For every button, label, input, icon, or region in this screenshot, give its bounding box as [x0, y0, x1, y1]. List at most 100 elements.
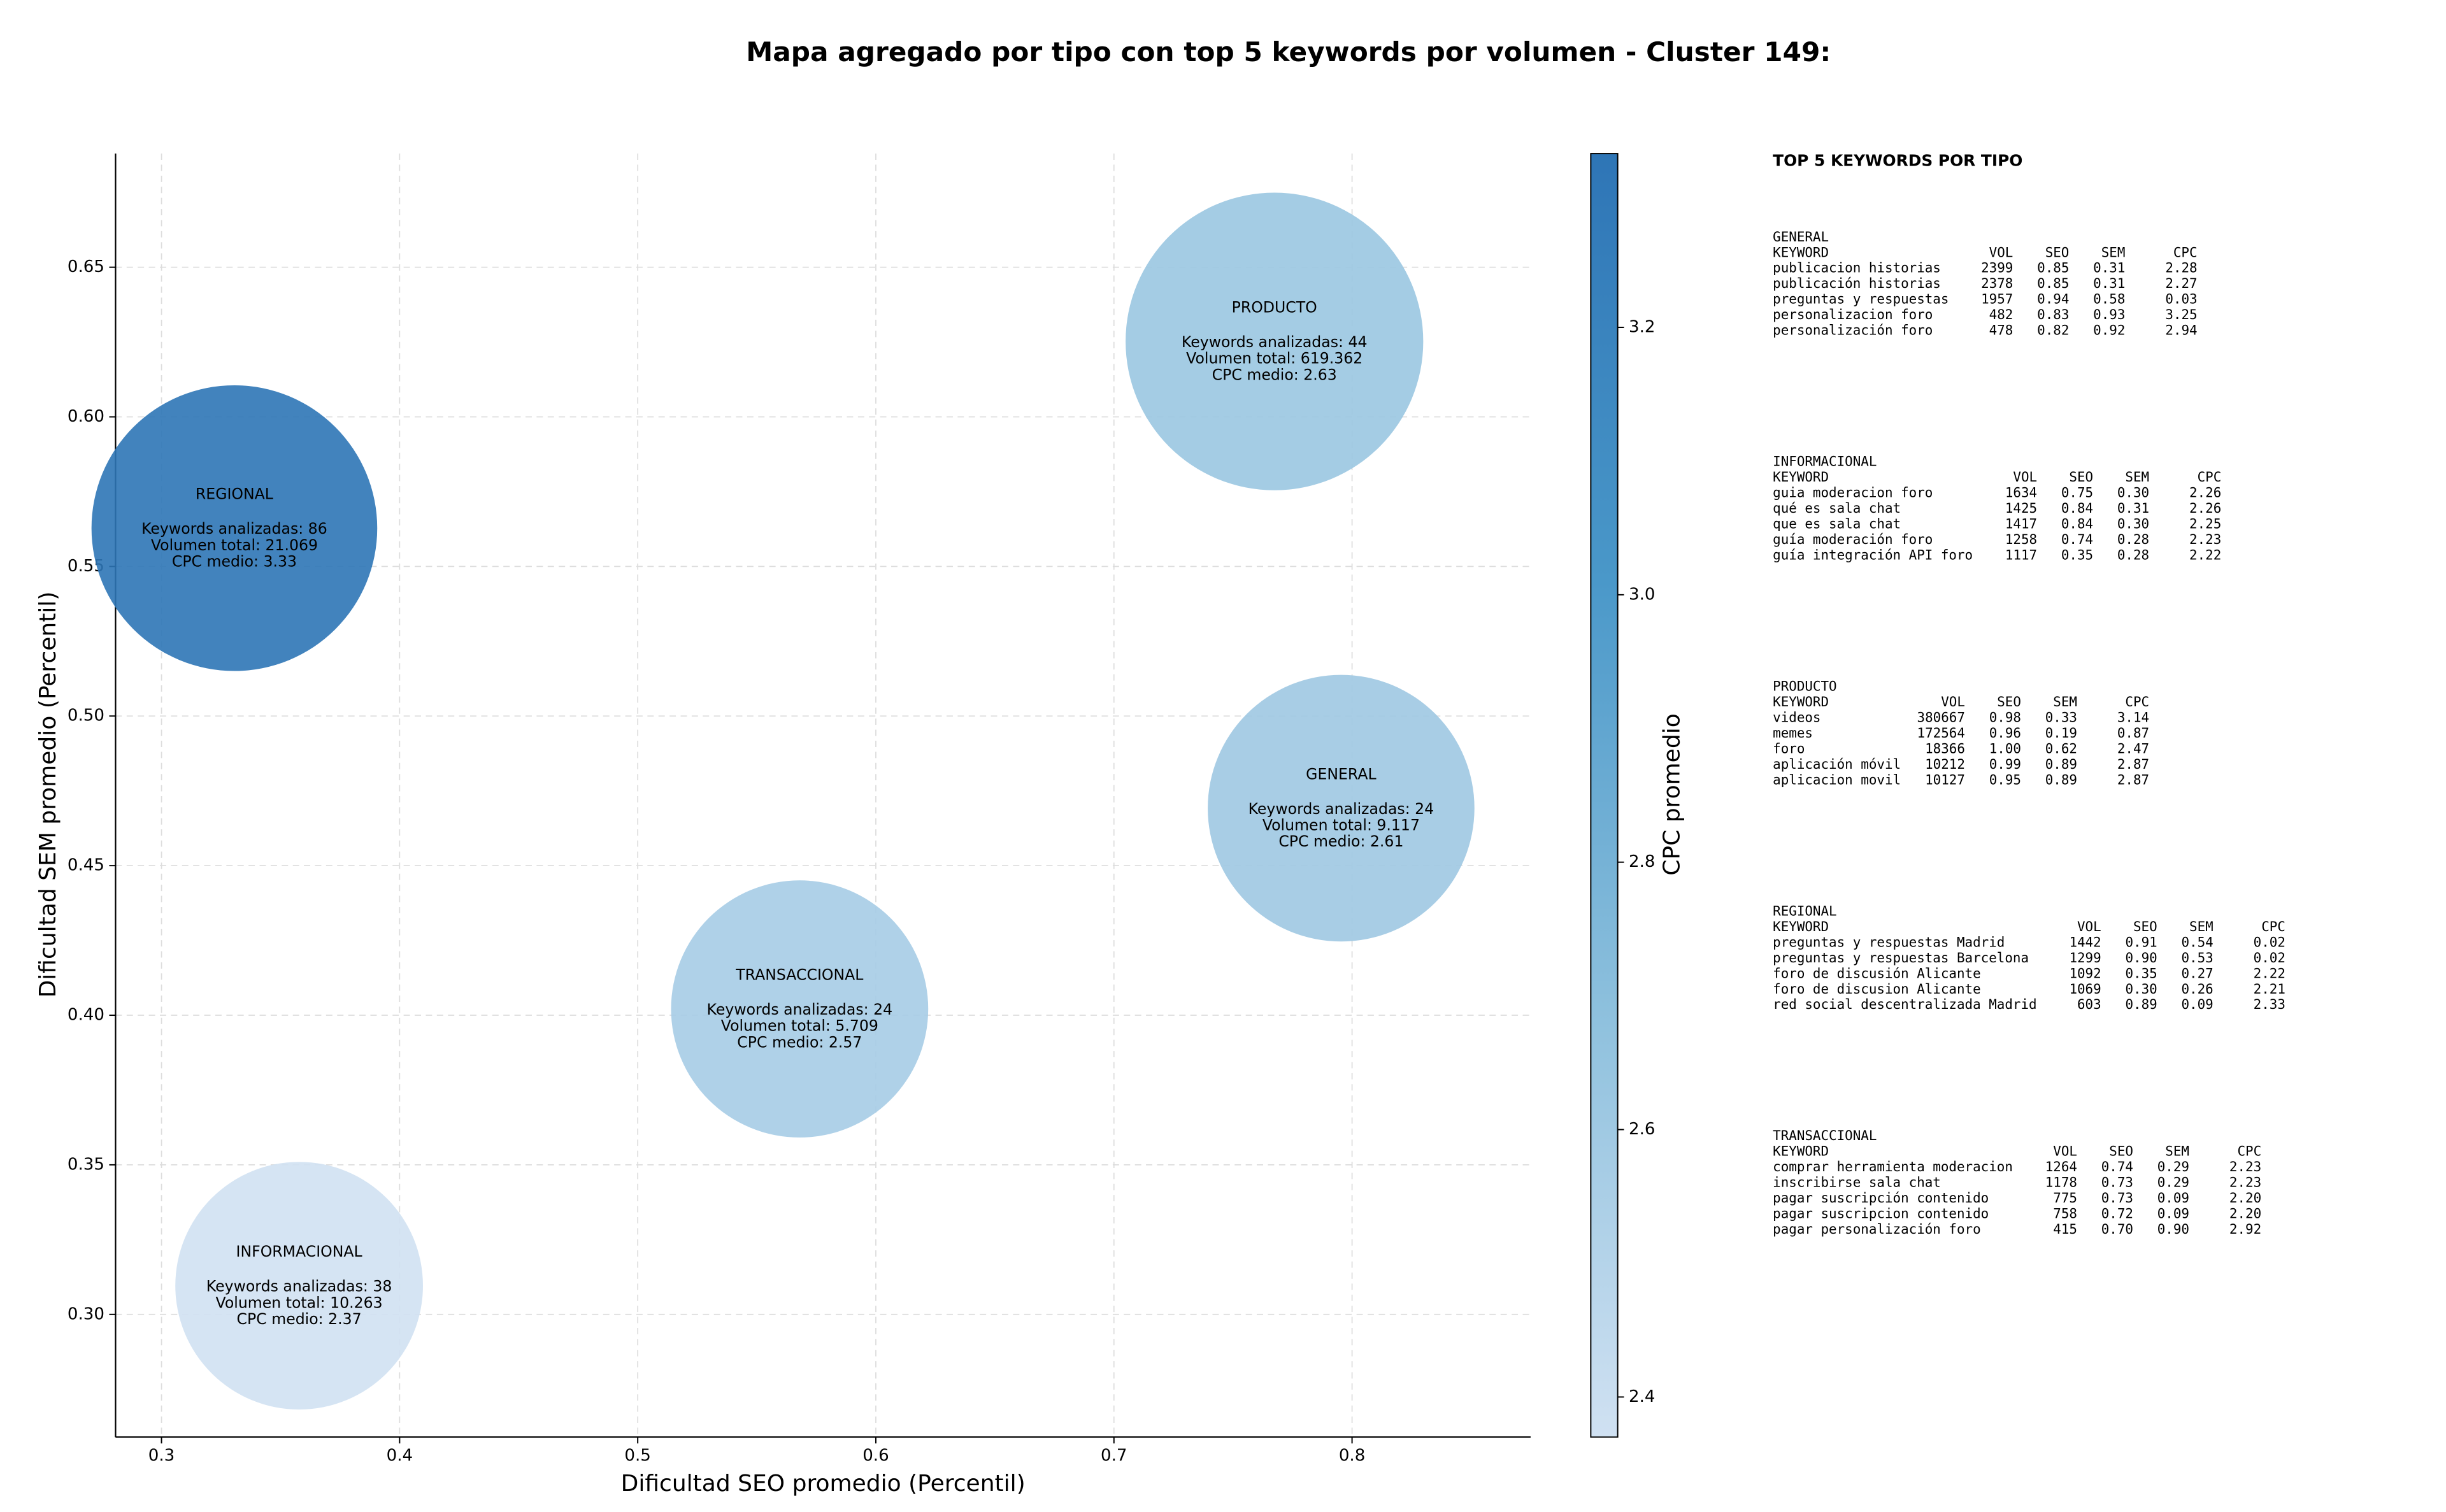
table-cell: 10127: [1925, 772, 1965, 787]
table-cell: 0.28: [2117, 548, 2149, 563]
table-cell: 0.31: [2117, 501, 2149, 516]
table-cell: 0.27: [2181, 966, 2213, 981]
table-cell: memes: [1773, 725, 1813, 741]
table-cell: aplicación móvil: [1773, 757, 1901, 772]
table-cell: 0.74: [2061, 532, 2093, 547]
table-cell: 0.85: [2037, 276, 2069, 291]
bubble-value-label: Volumen total: 5.709: [721, 1017, 878, 1035]
table-cell: 1092: [2069, 966, 2101, 981]
bubble-value-label: Keywords analizadas: 24: [707, 1001, 893, 1018]
x-axis-label: Dificultad SEO promedio (Percentil): [621, 1471, 1026, 1497]
bubble-label: INFORMACIONAL: [236, 1243, 363, 1260]
table-cell: 603: [2077, 997, 2101, 1012]
table-cell: 0.84: [2061, 517, 2093, 532]
table-cell: pagar personalización foro: [1773, 1222, 1981, 1237]
table-cell: 0.28: [2117, 532, 2149, 547]
table-cell: 172564: [1917, 725, 1965, 741]
table-header: VOL: [1989, 245, 2013, 260]
section-title: REGIONAL: [1773, 903, 1836, 918]
table-cell: 1069: [2069, 981, 2101, 997]
table-cell: 2.20: [2229, 1206, 2261, 1222]
colorbar-tick-label: 3.2: [1629, 318, 1655, 337]
table-cell: 1.00: [1989, 741, 2021, 756]
bubble: [1208, 674, 1475, 942]
table-header: SEO: [2069, 469, 2093, 485]
table-cell: 0.53: [2181, 950, 2213, 966]
table-cell: 2.21: [2254, 981, 2285, 997]
panel-title: TOP 5 KEYWORDS POR TIPO: [1773, 152, 2022, 170]
colorbar-label: CPC promedio: [1659, 713, 1685, 876]
table-cell: 0.31: [2093, 260, 2125, 276]
x-tick-label: 0.4: [387, 1446, 413, 1466]
table-cell: 0.73: [2101, 1175, 2133, 1190]
table-cell: 3.25: [2165, 307, 2197, 322]
table-cell: 0.92: [2093, 323, 2125, 338]
table-header: KEYWORD: [1773, 919, 1829, 934]
table-cell: 2.23: [2189, 532, 2221, 547]
table-header: CPC: [2125, 694, 2149, 710]
table-cell: 2.87: [2117, 757, 2149, 772]
table-header: SEM: [2189, 919, 2214, 934]
table-cell: 0.84: [2061, 501, 2093, 516]
table-cell: 478: [1989, 323, 2013, 338]
table-cell: 0.96: [1989, 725, 2021, 741]
table-cell: 1264: [2045, 1159, 2077, 1174]
table-cell: 2.87: [2117, 772, 2149, 787]
table-header: KEYWORD: [1773, 245, 1829, 260]
table-cell: 1425: [2005, 501, 2037, 516]
y-axis-label: Dificultad SEM promedio (Percentil): [35, 592, 61, 998]
table-cell: 415: [2053, 1222, 2077, 1237]
table-cell: 1178: [2045, 1175, 2077, 1190]
table-cell: 1634: [2005, 485, 2037, 501]
bubble-value-label: Keywords analizadas: 86: [141, 520, 327, 538]
table-header: CPC: [2237, 1144, 2261, 1159]
table-cell: 0.72: [2101, 1206, 2133, 1222]
table-cell: preguntas y respuestas Barcelona: [1773, 950, 2029, 966]
table-cell: 0.95: [1989, 772, 2021, 787]
colorbar-tick-label: 2.4: [1629, 1387, 1655, 1406]
table-cell: 0.29: [2157, 1159, 2189, 1174]
table-header: SEO: [2109, 1144, 2133, 1159]
table-cell: videos: [1773, 710, 1820, 725]
colorbar: [1590, 153, 1619, 1438]
table-cell: 0.33: [2045, 710, 2077, 725]
table-cell: 2.25: [2189, 517, 2221, 532]
table-header: CPC: [2261, 919, 2285, 934]
bubble-value-label: CPC medio: 2.37: [237, 1310, 362, 1328]
table-header: VOL: [1941, 694, 1965, 710]
section-title: PRODUCTO: [1773, 679, 1836, 694]
bubble-label: TRANSACCIONAL: [735, 966, 864, 983]
y-tick-label: 0.50: [68, 706, 104, 725]
table-cell: 0.62: [2045, 741, 2077, 756]
table-cell: 0.91: [2125, 934, 2157, 950]
table-cell: publicación historias: [1773, 276, 1941, 291]
y-tick-label: 0.40: [68, 1006, 104, 1025]
table-cell: 0.90: [2125, 950, 2157, 966]
table-cell: 0.82: [2037, 323, 2069, 338]
bubble: [91, 385, 378, 671]
table-cell: 1417: [2005, 517, 2037, 532]
table-cell: 0.54: [2181, 934, 2213, 950]
table-cell: 0.89: [2125, 997, 2157, 1012]
colorbar-tick-label: 3.0: [1629, 585, 1655, 604]
table-cell: comprar herramienta moderacion: [1773, 1159, 2013, 1174]
section-title: GENERAL: [1773, 229, 1829, 245]
y-tick-label: 0.65: [68, 257, 104, 276]
table-header: SEM: [2053, 694, 2077, 710]
table-cell: 0.70: [2101, 1222, 2133, 1237]
table-cell: 10212: [1925, 757, 1965, 772]
table-header: SEM: [2125, 469, 2149, 485]
table-cell: 0.19: [2045, 725, 2077, 741]
table-cell: 0.31: [2093, 276, 2125, 291]
table-cell: publicacion historias: [1773, 260, 1941, 276]
table-cell: 2.26: [2189, 485, 2221, 501]
table-cell: aplicacion movil: [1773, 772, 1901, 787]
table-cell: 0.35: [2061, 548, 2093, 563]
table-cell: 0.89: [2045, 772, 2077, 787]
table-cell: guía moderación foro: [1773, 532, 1933, 547]
table-cell: guía integración API foro: [1773, 548, 1973, 563]
table-cell: foro: [1773, 741, 1805, 756]
table-cell: preguntas y respuestas Madrid: [1773, 934, 2005, 950]
table-header: SEM: [2165, 1144, 2189, 1159]
